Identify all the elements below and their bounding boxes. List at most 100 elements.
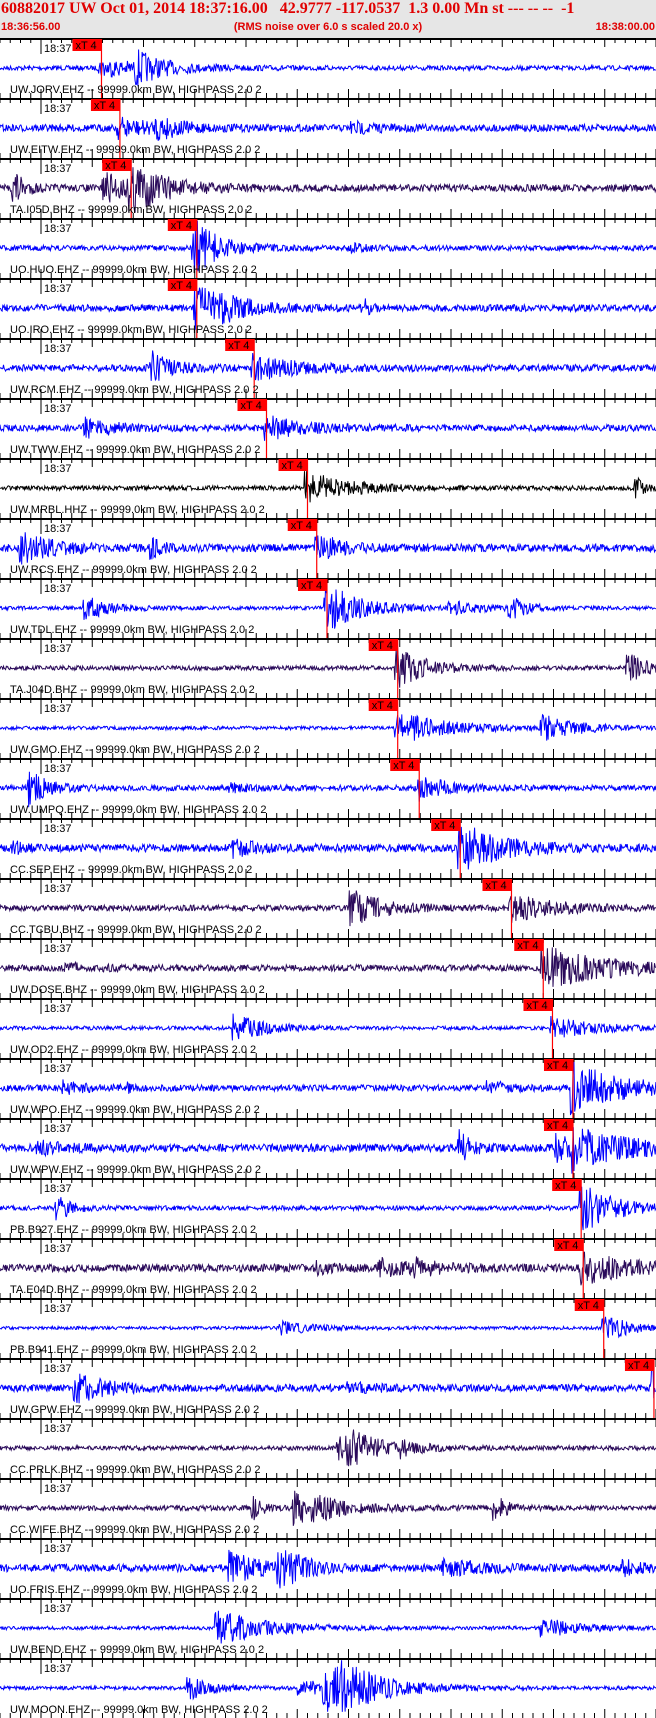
minute-label: 18:37 bbox=[44, 1123, 72, 1135]
station-label: CC.WIFE.BHZ -- 99999.0km BW, HIGHPASS 2.… bbox=[10, 1524, 259, 1536]
pick-label: xT 4 bbox=[94, 100, 115, 112]
pick-label: xT 4 bbox=[301, 580, 322, 592]
pick-flag bbox=[543, 1119, 573, 1131]
pick-flag bbox=[552, 1179, 582, 1191]
station-label: UW.GMO.EHZ -- 99999.0km BW, HIGHPASS 2.0… bbox=[10, 744, 260, 756]
minute-label: 18:37 bbox=[44, 1603, 72, 1615]
pick-label: xT 4 bbox=[228, 340, 249, 352]
station-label: UW.DOSE.BHZ -- 99999.0km BW, HIGHPASS 2.… bbox=[10, 984, 265, 996]
pick-flag bbox=[297, 579, 327, 591]
waveform bbox=[0, 1127, 656, 1174]
minute-label: 18:37 bbox=[44, 163, 72, 175]
pick-flag bbox=[431, 819, 461, 831]
waveform bbox=[0, 1316, 656, 1339]
waveform bbox=[0, 771, 656, 808]
pick-flag bbox=[225, 339, 255, 351]
station-label: UW.WPW.EHZ -- 99999.0km BW, HIGHPASS 2.0… bbox=[10, 1164, 261, 1176]
minute-label: 18:37 bbox=[44, 523, 72, 535]
minute-label: 18:37 bbox=[44, 643, 72, 655]
waveform bbox=[0, 1364, 656, 1404]
minute-label: 18:37 bbox=[44, 103, 72, 115]
minute-label: 18:37 bbox=[44, 1063, 72, 1075]
pick-label: xT 4 bbox=[105, 160, 126, 172]
minute-label: 18:37 bbox=[44, 883, 72, 895]
station-label: TA.E04D.BHZ -- 99999.0km BW, HIGHPASS 2.… bbox=[10, 1284, 257, 1296]
station-label: PB.B927.EHZ -- 99999.0km BW, HIGHPASS 2.… bbox=[10, 1224, 256, 1236]
waveform bbox=[0, 946, 656, 987]
pick-label: xT 4 bbox=[282, 460, 303, 472]
minute-label: 18:37 bbox=[44, 1363, 72, 1375]
station-label: UW.EITW.EHZ -- 99999.0km BW, HIGHPASS 2.… bbox=[10, 144, 260, 156]
waveform bbox=[0, 167, 656, 213]
pick-label: xT 4 bbox=[372, 700, 393, 712]
station-label: UW.TWW.EHZ -- 99999.0km BW, HIGHPASS 2.0… bbox=[10, 444, 260, 456]
pick-flag bbox=[482, 879, 512, 891]
minute-label: 18:37 bbox=[44, 343, 72, 355]
pick-flag bbox=[72, 39, 102, 51]
end-time: 18:38:00.00 bbox=[595, 21, 655, 33]
pick-flag bbox=[368, 639, 398, 651]
station-label: UW.MRBL.HHZ -- 99999.0km BW, HIGHPASS 2.… bbox=[10, 504, 265, 516]
station-label: UW.TDL.EHZ -- 99999.0km BW, HIGHPASS 2.0… bbox=[10, 624, 254, 636]
waveform bbox=[0, 532, 656, 565]
pick-flag bbox=[278, 459, 308, 471]
pick-label: xT 4 bbox=[578, 1300, 599, 1312]
station-label: UW.BEND.EHZ -- 99999.0km BW, HIGHPASS 2.… bbox=[10, 1644, 264, 1656]
minute-label: 18:37 bbox=[44, 223, 72, 235]
minute-label: 18:37 bbox=[44, 1423, 72, 1435]
pick-label: xT 4 bbox=[555, 1180, 576, 1192]
station-label: UW.UMPQ.EHZ -- 99999.0km BW, HIGHPASS 2.… bbox=[10, 804, 267, 816]
waveform bbox=[0, 647, 656, 688]
pick-flag bbox=[574, 1299, 604, 1311]
pick-flag bbox=[390, 759, 420, 771]
waveform bbox=[0, 1610, 656, 1644]
station-label: UO.IRO.EHZ -- 99999.0km BW, HIGHPASS 2.0… bbox=[10, 324, 252, 336]
minute-label: 18:37 bbox=[44, 1303, 72, 1315]
station-label: UW.GPW.EHZ -- 99999.0km BW, HIGHPASS 2.0… bbox=[10, 1404, 259, 1416]
minute-label: 18:37 bbox=[44, 1663, 72, 1675]
pick-label: xT 4 bbox=[517, 940, 538, 952]
minute-label: 18:37 bbox=[44, 943, 72, 955]
pick-flag bbox=[287, 519, 317, 531]
pick-label: xT 4 bbox=[434, 820, 455, 832]
start-time: 18:36:56.00 bbox=[1, 21, 61, 33]
pick-label: xT 4 bbox=[485, 880, 506, 892]
waveform bbox=[0, 1251, 656, 1286]
station-label: UO.HUO.EHZ -- 99999.0km BW, HIGHPASS 2.0… bbox=[10, 264, 257, 276]
minute-label: 18:37 bbox=[44, 583, 72, 595]
pick-flag bbox=[514, 939, 544, 951]
pick-label: xT 4 bbox=[547, 1120, 568, 1132]
station-label: UW.RCM.EHZ -- 99999.0km BW, HIGHPASS 2.0… bbox=[10, 384, 259, 396]
pick-flag bbox=[523, 999, 553, 1011]
waveform bbox=[0, 1429, 656, 1467]
waveform bbox=[0, 890, 656, 927]
station-label: UO.FRIS.EHZ -- 99999.0km BW, HIGHPASS 2.… bbox=[10, 1584, 257, 1596]
rms-note: (RMS noise over 6.0 s scaled 20.0 x) bbox=[233, 21, 423, 33]
pick-label: xT 4 bbox=[171, 220, 192, 232]
station-label: CC.SEP.EHZ -- 99999.0km BW, HIGHPASS 2.0… bbox=[10, 864, 252, 876]
pick-flag bbox=[90, 99, 120, 111]
minute-label: 18:37 bbox=[44, 403, 72, 415]
station-label: TA.I05D.BHZ -- 99999.0km BW, HIGHPASS 2.… bbox=[10, 204, 252, 216]
pick-label: xT 4 bbox=[241, 400, 262, 412]
minute-label: 18:37 bbox=[44, 1003, 72, 1015]
station-label: PB.B941.EHZ -- 99999.0km BW, HIGHPASS 2.… bbox=[10, 1344, 256, 1356]
waveform bbox=[0, 49, 656, 87]
waveform bbox=[0, 1490, 656, 1526]
waveform bbox=[0, 471, 656, 503]
minute-label: 18:37 bbox=[44, 823, 72, 835]
station-label: UW.RCS.EHZ -- 99999.0km BW, HIGHPASS 2.0… bbox=[10, 564, 257, 576]
pick-flag bbox=[543, 1059, 573, 1071]
minute-label: 18:37 bbox=[44, 763, 72, 775]
waveform bbox=[0, 1549, 656, 1589]
minute-label: 18:37 bbox=[44, 1483, 72, 1495]
pick-label: xT 4 bbox=[372, 640, 393, 652]
pick-label: xT 4 bbox=[171, 280, 192, 292]
waveform bbox=[0, 1185, 656, 1231]
pick-flag bbox=[167, 279, 197, 291]
waveform bbox=[0, 220, 656, 272]
waveform bbox=[0, 284, 656, 330]
station-label: CC.TCBU.BHZ -- 99999.0km BW, HIGHPASS 2.… bbox=[10, 924, 262, 936]
pick-label: xT 4 bbox=[557, 1240, 578, 1252]
minute-label: 18:37 bbox=[44, 463, 72, 475]
